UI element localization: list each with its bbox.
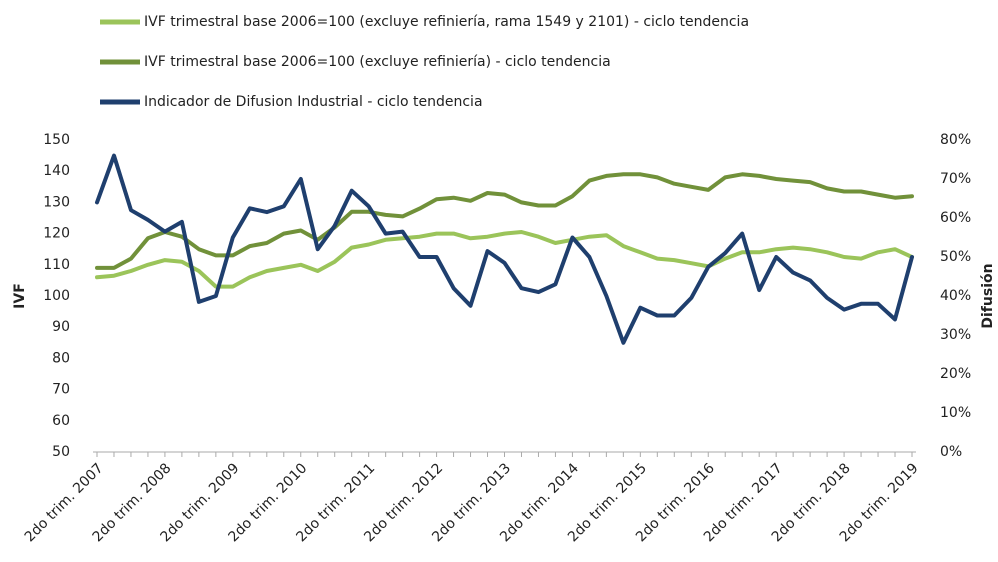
y2-tick-label: 60% <box>940 210 971 226</box>
y2-tick-label: 50% <box>940 249 971 265</box>
y2-tick-label: 80% <box>940 132 971 148</box>
y-tick-label: 100 <box>43 288 70 304</box>
series-line <box>95 230 914 289</box>
y2-tick-label: 70% <box>940 171 971 187</box>
legend-label: IVF trimestral base 2006=100 (excluye re… <box>144 14 749 30</box>
y-tick-label: 110 <box>43 257 70 273</box>
y2-tick-label: 10% <box>940 405 971 421</box>
y-tick-label: 130 <box>43 194 70 210</box>
legend-label: IVF trimestral base 2006=100 (excluye re… <box>144 54 611 70</box>
y2-tick-label: 30% <box>940 327 971 343</box>
y-tick-label: 120 <box>43 226 70 242</box>
y2-tick-label: 40% <box>940 288 971 304</box>
y-tick-label: 150 <box>43 132 70 148</box>
y-tick-label: 70 <box>52 382 70 398</box>
y2-tick-label: 0% <box>940 444 962 460</box>
legend-label: Indicador de Difusion Industrial - ciclo… <box>144 94 483 110</box>
y2-tick-label: 20% <box>940 366 971 382</box>
series-line <box>95 153 914 345</box>
y2-axis-title: Difusión <box>980 263 996 328</box>
y-tick-label: 90 <box>52 319 70 335</box>
y-tick-label: 80 <box>52 350 70 366</box>
series-line <box>95 172 914 270</box>
y-tick-label: 60 <box>52 413 70 429</box>
y-tick-label: 140 <box>43 163 70 179</box>
y-tick-label: 50 <box>52 444 70 460</box>
y-axis-title: IVF <box>12 283 28 309</box>
